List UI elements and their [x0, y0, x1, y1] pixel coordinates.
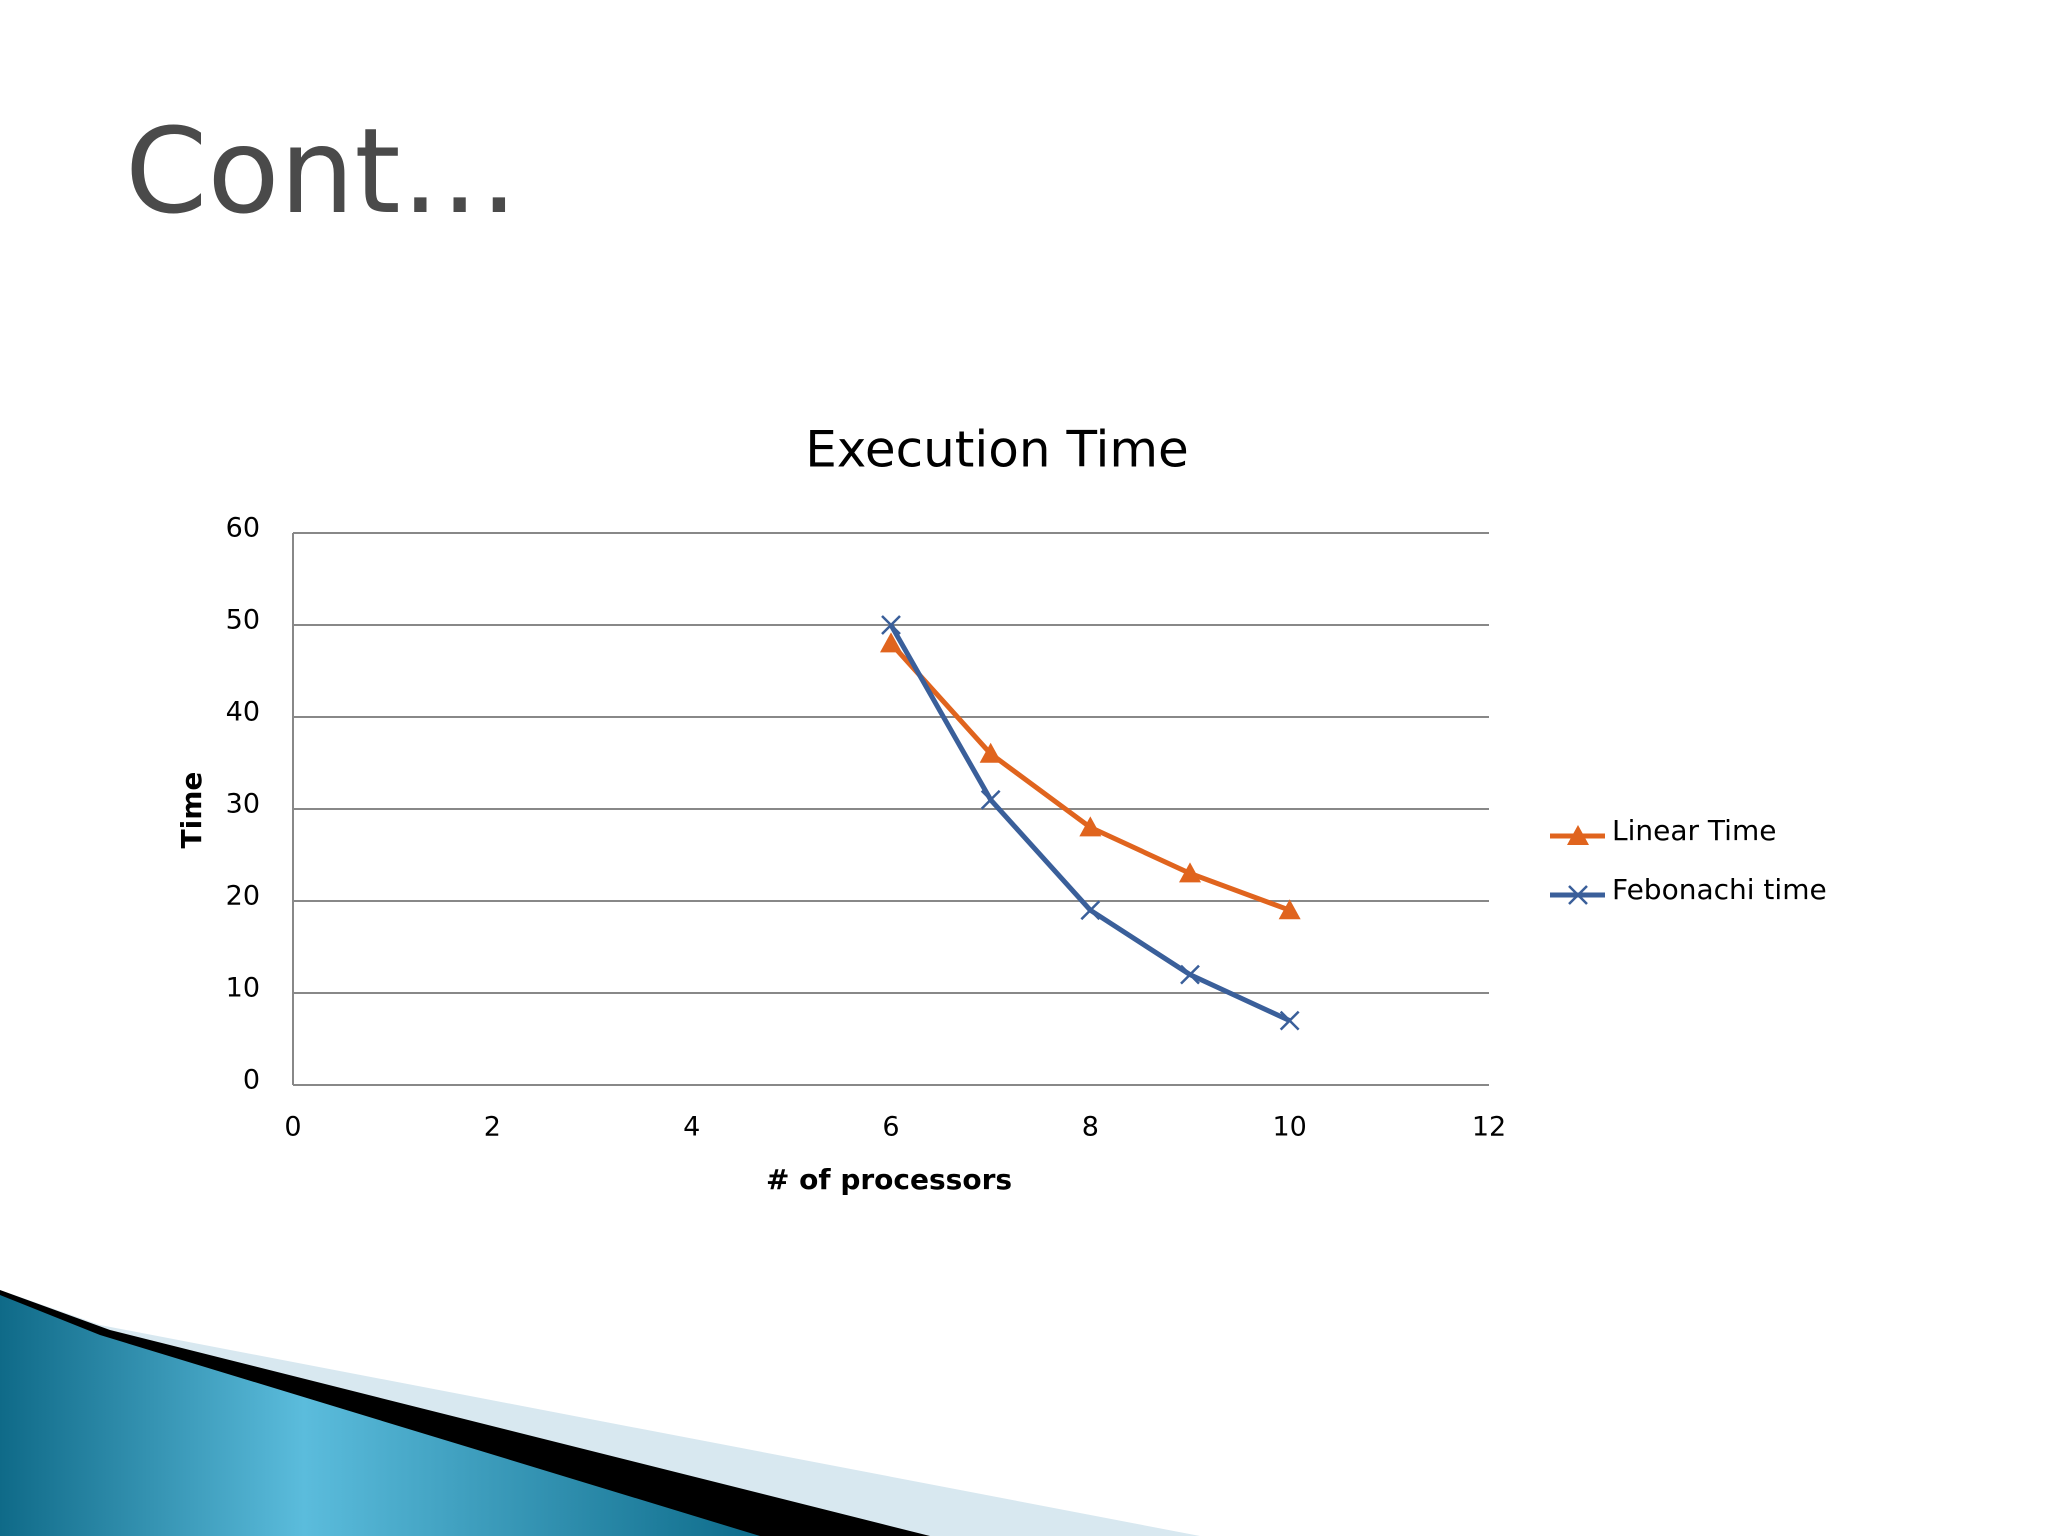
marker	[881, 615, 901, 635]
x-tick-label: 0	[284, 1112, 301, 1143]
legend-label: Linear Time	[1612, 814, 1776, 847]
y-tick-label: 60	[226, 513, 260, 544]
y-tick-label: 0	[243, 1065, 260, 1096]
x-tick-label: 2	[484, 1112, 501, 1143]
marker	[1179, 862, 1201, 883]
x-tick-label: 6	[882, 1112, 899, 1143]
marker	[980, 789, 1001, 810]
marker	[1279, 1010, 1300, 1031]
chart-title: Execution Time	[805, 421, 1189, 479]
marker	[979, 742, 1002, 763]
x-tick-label: 4	[683, 1112, 700, 1143]
swoosh-blue	[0, 1295, 760, 1536]
slide-title: Cont…	[125, 102, 519, 240]
y-axis-label: Time	[175, 772, 208, 849]
x-axis-label: # of processors	[766, 1163, 1012, 1196]
y-tick-label: 10	[226, 973, 260, 1004]
y-tick-label: 40	[226, 697, 260, 728]
marker	[1079, 816, 1102, 837]
legend-label: Febonachi time	[1612, 873, 1827, 906]
marker	[1180, 964, 1200, 985]
legend-marker	[1568, 885, 1588, 905]
marker	[1080, 900, 1101, 921]
y-tick-label: 30	[226, 789, 260, 820]
x-tick-label: 12	[1472, 1112, 1506, 1143]
legend-marker	[1567, 825, 1589, 845]
x-tick-label: 8	[1082, 1112, 1099, 1143]
marker	[1278, 899, 1301, 920]
y-tick-label: 20	[226, 881, 260, 912]
y-tick-label: 50	[226, 605, 260, 636]
series-line	[889, 641, 1291, 913]
marker	[880, 632, 902, 653]
x-tick-label: 10	[1272, 1112, 1306, 1143]
